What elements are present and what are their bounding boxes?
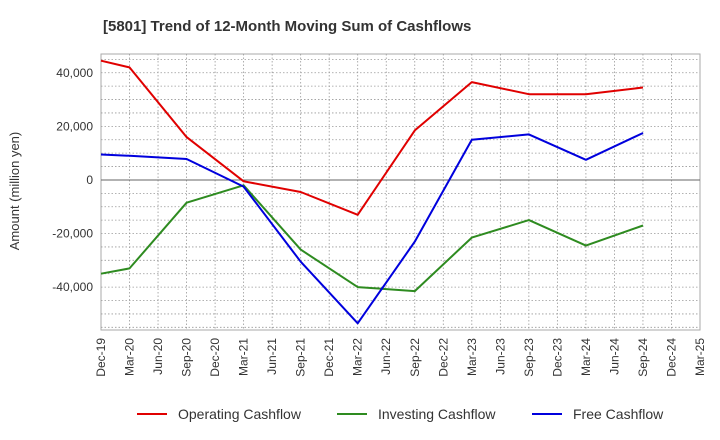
y-tick-label: -20,000 <box>52 227 93 241</box>
y-tick-label: 40,000 <box>56 66 93 80</box>
x-tick-label: Sep-23 <box>522 338 536 377</box>
plot-area <box>100 53 701 331</box>
x-tick-label: Jun-22 <box>379 338 393 375</box>
x-tick-label: Jun-24 <box>607 338 621 375</box>
series-group <box>100 59 644 325</box>
x-tick-label: Dec-22 <box>436 338 450 377</box>
series-line-investing-cashflow <box>100 184 644 293</box>
legend-label-operating-cashflow: Operating Cashflow <box>178 406 302 422</box>
x-tick-label: Mar-22 <box>351 338 365 376</box>
grid <box>101 54 700 330</box>
x-tick-label: Dec-20 <box>208 338 222 377</box>
x-tick-label: Dec-24 <box>664 338 678 377</box>
x-tick-label: Mar-24 <box>579 338 593 376</box>
x-axis-ticks: Dec-19 Mar-20 Jun-20 Sep-20 Dec-20 Mar-21 Jun-… <box>94 338 707 377</box>
x-tick-label: Sep-24 <box>636 338 650 377</box>
x-tick-label: Dec-23 <box>550 338 564 377</box>
x-tick-label: Mar-21 <box>237 338 251 376</box>
x-tick-label: Dec-19 <box>94 338 108 377</box>
x-tick-label: Mar-25 <box>693 338 707 376</box>
x-tick-label: Jun-23 <box>493 338 507 375</box>
y-tick-label: 0 <box>86 173 93 187</box>
x-tick-label: Sep-22 <box>408 338 422 377</box>
series-line-free-cashflow <box>100 132 644 325</box>
x-tick-label: Mar-20 <box>123 338 137 376</box>
x-tick-label: Jun-21 <box>265 338 279 375</box>
y-axis-label: Amount (million yen) <box>7 132 22 251</box>
legend: Operating Cashflow Investing Cashflow Free… <box>137 406 664 422</box>
y-tick-label: 20,000 <box>56 119 93 133</box>
series-line-operating-cashflow <box>100 59 644 216</box>
chart-title: [5801] Trend of 12-Month Moving Sum of C… <box>103 18 471 35</box>
y-axis-ticks: -40,000 -20,000 0 20,000 40,000 <box>52 66 93 294</box>
x-tick-label: Sep-20 <box>180 338 194 377</box>
legend-label-free-cashflow: Free Cashflow <box>573 406 664 422</box>
x-tick-label: Sep-21 <box>294 338 308 377</box>
x-tick-label: Dec-21 <box>322 338 336 377</box>
legend-label-investing-cashflow: Investing Cashflow <box>378 406 496 422</box>
x-tick-label: Jun-20 <box>151 338 165 375</box>
y-tick-label: -40,000 <box>52 280 93 294</box>
x-tick-label: Mar-23 <box>465 338 479 376</box>
